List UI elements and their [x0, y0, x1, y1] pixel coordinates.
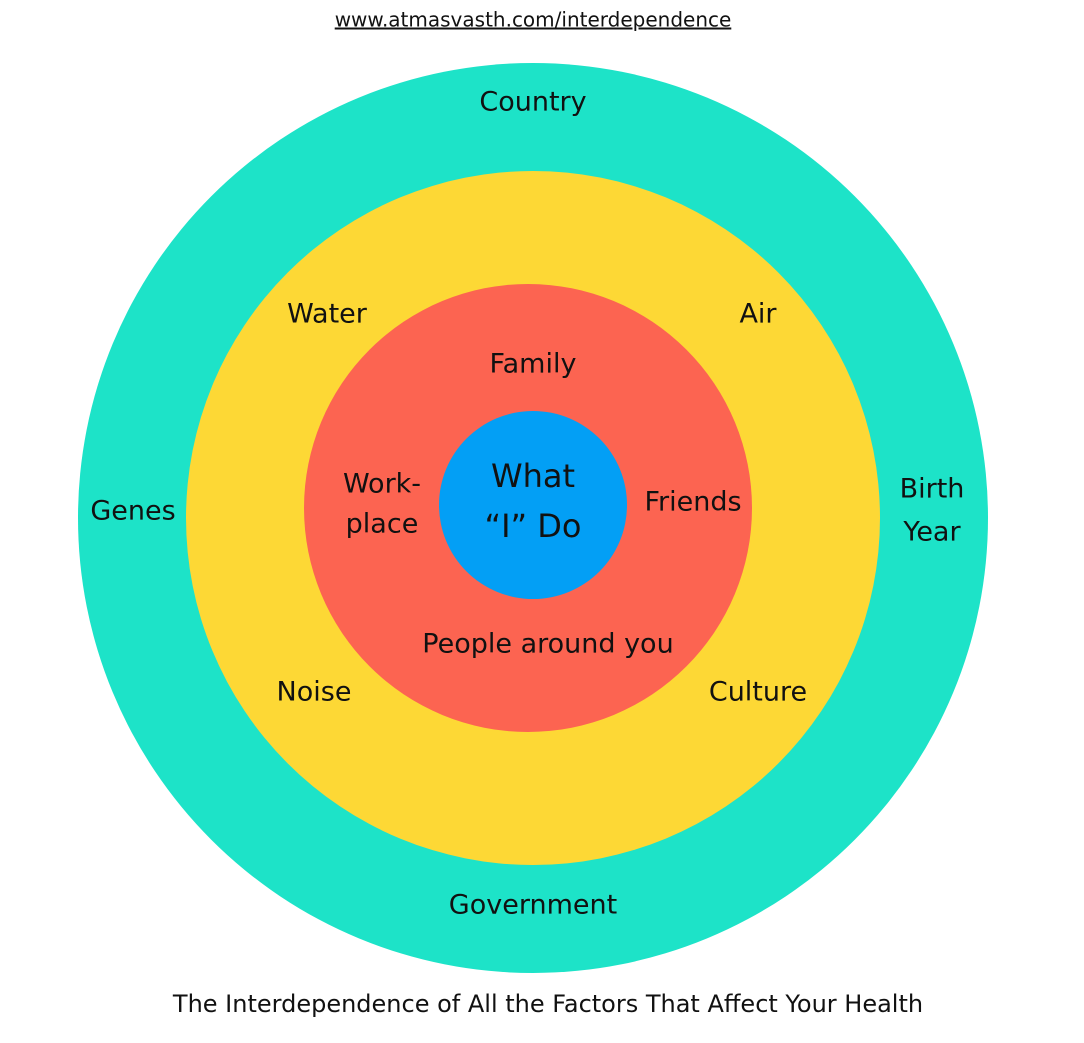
center-label: “I” Do: [485, 507, 582, 545]
label: Work-: [343, 469, 421, 500]
ring-center: [439, 411, 627, 599]
center-label: What: [491, 457, 575, 495]
label: Genes: [90, 496, 175, 527]
label: Culture: [709, 677, 807, 708]
label: Year: [902, 517, 961, 548]
label: place: [346, 509, 419, 540]
caption: The Interdependence of All the Factors T…: [172, 990, 923, 1018]
url[interactable]: www.atmasvasth.com/interdependence: [335, 8, 732, 32]
label: Birth: [900, 474, 965, 505]
label: Air: [739, 299, 777, 330]
label: Country: [479, 87, 586, 118]
label: Government: [449, 890, 617, 921]
label: Water: [287, 299, 368, 330]
label: Family: [490, 349, 577, 380]
label: Friends: [644, 487, 741, 518]
label: People around you: [422, 629, 673, 660]
label: Noise: [277, 677, 352, 708]
